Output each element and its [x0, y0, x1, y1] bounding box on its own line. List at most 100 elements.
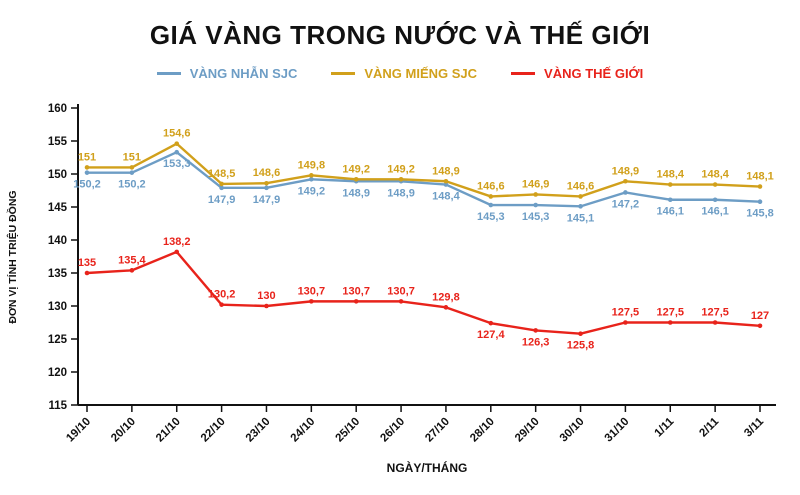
data-label-vang-mieng-sjc: 146,6 [477, 180, 505, 192]
data-point-vang-nhan-sjc [174, 149, 180, 155]
x-tick-label: 25/10 [333, 416, 362, 445]
data-label-vang-nhan-sjc: 145,3 [477, 211, 505, 223]
x-tick-label: 2/11 [697, 415, 721, 439]
data-label-vang-the-gioi: 130 [257, 290, 275, 302]
legend-marker-vang-the-gioi [511, 72, 536, 75]
data-point-vang-nhan-sjc [129, 170, 135, 175]
data-label-vang-mieng-sjc: 154,6 [163, 128, 191, 140]
data-label-vang-mieng-sjc: 149,2 [387, 163, 415, 175]
data-label-vang-nhan-sjc: 145,3 [522, 211, 550, 223]
y-axis-title: ĐƠN VỊ TÍNH TRIỆU ĐỒNG [6, 190, 19, 323]
data-point-vang-mieng-sjc [174, 141, 180, 146]
x-tick-label: 22/10 [199, 416, 228, 445]
plot-dynamic-layer: 115 120 125 130 135 140 145 150 155 160 19/10 20/10… [48, 103, 776, 444]
data-point-vang-nhan-sjc [264, 185, 269, 191]
data-point-vang-nhan-sjc [219, 185, 224, 191]
data-point-vang-the-gioi [174, 249, 180, 255]
data-point-vang-mieng-sjc [129, 165, 135, 170]
data-point-vang-mieng-sjc [712, 182, 718, 187]
x-tick-label: 19/10 [64, 416, 93, 445]
data-point-vang-mieng-sjc [443, 178, 449, 184]
data-label-vang-mieng-sjc: 151 [123, 151, 141, 163]
data-point-vang-the-gioi [129, 268, 135, 273]
data-label-vang-the-gioi: 126,3 [522, 336, 550, 348]
data-label-vang-nhan-sjc: 146,1 [657, 206, 685, 218]
y-tick-label: 155 [48, 136, 68, 148]
data-label-vang-mieng-sjc: 148,9 [432, 165, 460, 177]
data-label-vang-the-gioi: 127,5 [612, 307, 640, 319]
data-point-vang-mieng-sjc [309, 173, 314, 178]
data-label-vang-nhan-sjc: 147,9 [208, 194, 236, 206]
series-line-vang-nhan-sjc [85, 151, 762, 208]
legend-item-vang-nhan-sjc: VÀNG NHẪN SJC [156, 66, 298, 81]
data-point-vang-mieng-sjc [667, 182, 673, 187]
data-point-vang-nhan-sjc [757, 199, 763, 205]
data-point-vang-the-gioi [488, 320, 494, 326]
y-tick-label: 140 [48, 235, 67, 247]
data-point-vang-the-gioi [219, 302, 224, 307]
y-tick-label: 120 [48, 367, 67, 379]
data-point-vang-the-gioi [757, 323, 763, 329]
data-point-vang-the-gioi [398, 299, 404, 304]
data-label-vang-nhan-sjc: 145,1 [567, 212, 595, 224]
x-tick-label: 3/11 [742, 415, 766, 439]
data-label-vang-nhan-sjc: 146,1 [701, 206, 729, 218]
y-tick-label: 115 [48, 400, 67, 412]
data-label-vang-nhan-sjc: 147,9 [253, 194, 281, 206]
data-label-vang-the-gioi: 125,8 [567, 340, 595, 352]
data-point-vang-nhan-sjc [667, 197, 673, 203]
data-point-vang-the-gioi [578, 331, 583, 337]
data-point-vang-mieng-sjc [398, 176, 404, 182]
data-label-vang-mieng-sjc: 148,1 [746, 171, 774, 183]
data-label-vang-nhan-sjc: 153,3 [163, 158, 191, 170]
data-label-vang-mieng-sjc: 146,9 [522, 178, 550, 190]
data-point-vang-mieng-sjc [757, 184, 763, 189]
data-label-vang-nhan-sjc: 149,2 [298, 185, 326, 197]
data-label-vang-mieng-sjc: 148,5 [208, 168, 236, 180]
data-label-vang-nhan-sjc: 148,9 [342, 187, 370, 199]
y-tick-label: 150 [48, 169, 67, 181]
data-point-vang-the-gioi [264, 303, 269, 309]
data-point-vang-nhan-sjc [533, 202, 538, 208]
data-label-vang-the-gioi: 130,2 [208, 289, 236, 301]
y-tick-label: 130 [48, 301, 67, 313]
data-point-vang-nhan-sjc [488, 202, 494, 208]
data-point-vang-the-gioi [353, 299, 359, 304]
data-label-vang-the-gioi: 127,5 [657, 307, 685, 319]
x-tick-label: 21/10 [154, 416, 183, 445]
legend-label-vang-mieng-sjc: VÀNG MIẾNG SJC [364, 66, 478, 81]
data-point-vang-nhan-sjc [309, 176, 314, 182]
data-label-vang-nhan-sjc: 150,2 [73, 179, 101, 191]
data-point-vang-mieng-sjc [353, 176, 359, 182]
data-point-vang-mieng-sjc [219, 181, 224, 187]
data-label-vang-nhan-sjc: 148,9 [387, 187, 415, 199]
data-point-vang-mieng-sjc [488, 194, 494, 199]
data-label-vang-the-gioi: 127 [751, 310, 769, 322]
data-point-vang-nhan-sjc [578, 204, 583, 209]
series-line-vang-mieng-sjc [85, 142, 762, 198]
data-point-vang-nhan-sjc [84, 170, 90, 175]
y-tick-label: 145 [48, 202, 68, 214]
y-tick-label: 160 [48, 103, 67, 115]
x-tick-label: 24/10 [289, 416, 318, 445]
data-label-vang-the-gioi: 130,7 [298, 285, 326, 297]
data-label-vang-mieng-sjc: 151 [78, 151, 96, 163]
data-label-vang-nhan-sjc: 145,8 [746, 208, 774, 220]
data-label-vang-mieng-sjc: 148,4 [657, 169, 685, 181]
legend-marker-vang-nhan-sjc [156, 72, 181, 75]
legend-marker-vang-mieng-sjc [331, 72, 356, 75]
legend-label-vang-the-gioi: VÀNG THẾ GIỚI [544, 66, 644, 81]
legend-label-vang-nhan-sjc: VÀNG NHẪN SJC [189, 66, 298, 81]
x-tick-label: 27/10 [423, 416, 452, 445]
data-point-vang-the-gioi [84, 270, 90, 276]
y-tick-label: 125 [48, 334, 68, 346]
data-label-vang-the-gioi: 127,4 [477, 329, 505, 341]
data-label-vang-the-gioi: 135,4 [118, 254, 146, 266]
data-point-vang-the-gioi [623, 320, 628, 325]
data-label-vang-the-gioi: 127,5 [701, 307, 729, 319]
data-point-vang-nhan-sjc [712, 197, 718, 203]
data-label-vang-the-gioi: 135 [78, 257, 96, 269]
data-label-vang-the-gioi: 130,7 [342, 285, 370, 297]
